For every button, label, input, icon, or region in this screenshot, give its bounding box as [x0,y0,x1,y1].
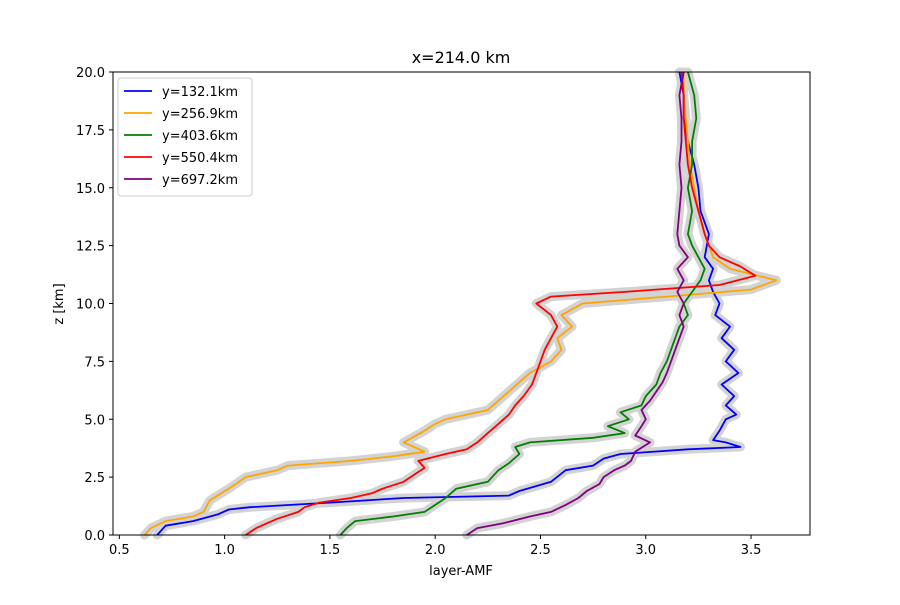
series-line-3 [339,71,706,536]
x-tick-label: 1.0 [214,543,235,558]
legend-label-4: y=550.4km [162,151,238,166]
legend-label-3: y=403.6km [162,129,238,144]
y-tick-label: 17.5 [76,124,105,139]
legend-box [117,77,253,197]
x-tick-label: 3.5 [741,543,762,558]
chart-title: x=214.0 km [412,48,511,67]
series-line-1 [156,71,742,536]
y-tick-label: 20.0 [76,66,105,81]
legend-label-2: y=256.9km [162,107,238,122]
y-tick-label: 12.5 [76,240,105,255]
y-tick-label: 2.5 [84,471,105,486]
axis-ticks: 0.5 1.0 1.5 2.0 2.5 3.0 3.5 0.0 2.5 5.0 7.5 10.0 12.… [76,66,761,558]
series-line-5 [466,71,689,536]
y-tick-label: 5.0 [84,413,105,428]
y-axis-label: z [km] [52,283,67,324]
y-tick-label: 7.5 [84,355,105,370]
legend-label-1: y=132.1km [162,85,238,100]
x-tick-label: 2.5 [530,543,551,558]
x-tick-label: 3.0 [635,543,656,558]
x-tick-label: 2.0 [425,543,446,558]
legend: y=132.1km y=256.9km y=403.6km y=550.4km y=69… [117,77,253,197]
x-tick-label: 0.5 [109,543,130,558]
y-tick-label: 15.0 [76,182,105,197]
y-tick-label: 0.0 [84,529,105,544]
x-axis-label: layer-AMF [429,564,493,579]
series-lines [143,71,778,536]
legend-label-5: y=697.2km [162,173,238,188]
x-tick-label: 1.5 [320,543,341,558]
y-tick-label: 10.0 [76,298,105,313]
series-line-4 [245,71,757,536]
